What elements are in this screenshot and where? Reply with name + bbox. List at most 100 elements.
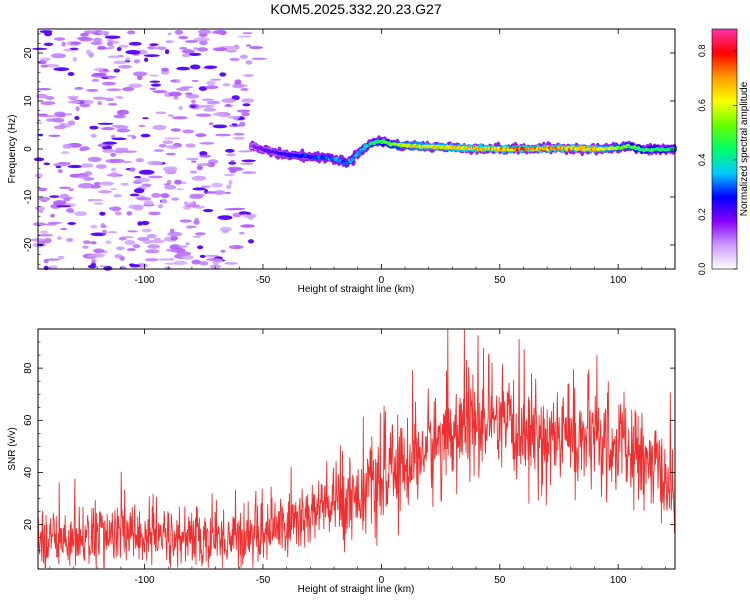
- noise-blob: [221, 98, 236, 103]
- noise-blob: [110, 206, 121, 212]
- noise-blob: [188, 52, 202, 57]
- noise-blob: [222, 83, 231, 87]
- noise-blob: [68, 188, 74, 192]
- noise-blob: [80, 32, 89, 37]
- noise-blob: [72, 56, 78, 62]
- noise-blob: [116, 109, 130, 115]
- noise-blob: [122, 87, 135, 92]
- noise-blob: [37, 60, 47, 65]
- x-tick-label: -50: [256, 575, 271, 586]
- noise-blob: [204, 65, 218, 69]
- x-tick-label: 50: [494, 575, 506, 586]
- noise-blob: [219, 72, 227, 77]
- noise-blob: [166, 179, 172, 185]
- noise-blob: [87, 264, 97, 269]
- noise-blob: [220, 249, 226, 253]
- noise-blob: [196, 163, 212, 166]
- noise-blob: [99, 265, 108, 267]
- noise-blob: [241, 159, 256, 163]
- noise-blob: [98, 31, 110, 35]
- noise-blob: [193, 47, 199, 50]
- noise-blob: [248, 239, 254, 244]
- noise-blob: [169, 228, 175, 234]
- noise-blob: [162, 140, 174, 145]
- noise-blob: [40, 230, 48, 234]
- noise-blob: [44, 63, 60, 68]
- noise-blob: [158, 143, 167, 148]
- colorbar-gradient: [712, 29, 737, 269]
- noise-blob: [40, 64, 48, 68]
- noise-blob: [163, 168, 178, 172]
- noise-blob: [205, 85, 219, 89]
- noise-blob: [185, 94, 200, 99]
- colorbar-tick-label: 0.0: [697, 263, 707, 276]
- noise-blob: [53, 125, 67, 130]
- noise-blob: [133, 59, 141, 64]
- noise-blob: [74, 86, 84, 90]
- colorbar-frame: [711, 28, 738, 270]
- noise-blob: [167, 114, 174, 117]
- noise-blob: [97, 45, 106, 50]
- noise-blob: [224, 104, 234, 107]
- y-tick-label: -10: [23, 189, 34, 204]
- x-tick-label: 0: [379, 275, 385, 286]
- noise-blob: [224, 191, 231, 195]
- noise-blob: [121, 150, 138, 153]
- noise-blob: [93, 202, 104, 205]
- noise-blob: [198, 86, 208, 91]
- noise-blob: [157, 204, 164, 209]
- noise-blob: [199, 151, 208, 156]
- colorbar-tick-label: 0.6: [697, 99, 707, 112]
- noise-blob: [206, 100, 220, 105]
- noise-blob: [185, 204, 200, 208]
- noise-blob: [101, 81, 116, 86]
- noise-blob: [224, 262, 238, 265]
- noise-blob: [161, 198, 168, 204]
- noise-blob: [173, 96, 179, 100]
- noise-blob: [38, 233, 54, 237]
- noise-blob: [144, 249, 160, 254]
- noise-blob: [181, 181, 187, 185]
- snr-panel: -100 -50 0 50 100 20 40 60 80 Height of straigh…: [7, 328, 676, 595]
- noise-blob: [63, 198, 71, 202]
- noise-blob: [32, 47, 48, 51]
- noise-blob: [174, 179, 183, 185]
- noise-blob: [75, 106, 80, 112]
- noise-blob: [62, 143, 73, 149]
- noise-blob: [43, 258, 49, 264]
- noise-blob: [174, 29, 184, 35]
- noise-blob: [132, 71, 148, 77]
- noise-blob: [203, 208, 214, 213]
- noise-blob: [164, 49, 170, 55]
- noise-blob: [192, 235, 202, 239]
- y-tick-label: 20: [23, 47, 34, 59]
- noise-blob: [106, 39, 114, 42]
- noise-blob: [104, 35, 121, 39]
- noise-blob: [127, 30, 136, 35]
- noise-blob: [135, 158, 144, 163]
- noise-blob: [242, 103, 251, 107]
- noise-blob: [148, 175, 163, 179]
- noise-blob: [199, 261, 209, 266]
- colorbar: 0.0 0.2 0.4 0.6 0.8 Normalized spectral ampl…: [697, 28, 750, 276]
- noise-blob: [90, 41, 103, 46]
- noise-blob: [134, 176, 142, 179]
- noise-blob: [136, 197, 152, 201]
- noise-blob: [38, 196, 51, 202]
- noise-blob: [242, 171, 257, 174]
- noise-blob: [197, 29, 212, 34]
- noise-blob: [237, 109, 250, 113]
- noise-blob: [184, 201, 189, 206]
- noise-blob: [245, 44, 252, 47]
- noise-blob: [118, 44, 129, 48]
- noise-blob: [61, 41, 66, 47]
- noise-blob: [173, 260, 188, 265]
- noise-blob: [116, 46, 122, 52]
- noise-blob: [48, 134, 61, 137]
- noise-blob: [221, 229, 229, 234]
- noise-blob: [120, 236, 135, 239]
- noise-blob: [146, 234, 157, 239]
- noise-blob: [227, 116, 241, 119]
- noise-blob: [171, 197, 180, 201]
